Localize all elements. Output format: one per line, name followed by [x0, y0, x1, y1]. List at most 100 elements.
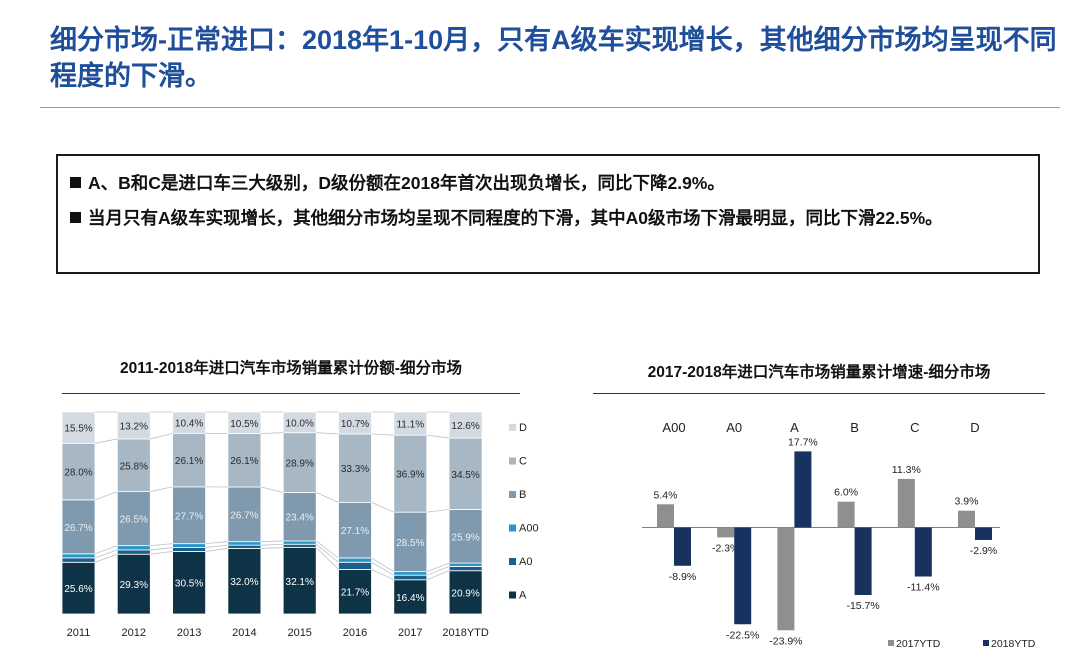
legend-label-2017ytd: 2017YTD [896, 638, 941, 650]
share-chart-title: 2011-2018年进口汽车市场销量累计份额-细分市场 [120, 360, 462, 377]
data-label-a-2011: 25.6% [64, 584, 92, 595]
share-stacked-bar-chart: 25.6% 26.7% 28.0% 15.5% 2011 29.3% 26.5% 25.8% 1… [61, 411, 539, 639]
connector-line [371, 569, 394, 581]
connector-line [150, 432, 173, 440]
bar-segment-a00-2015 [282, 540, 317, 545]
data-label-b-2016: 27.1% [341, 526, 369, 537]
data-label-2017ytd-a: -23.9% [769, 635, 802, 647]
bar-segment-c-2018ytd [448, 437, 483, 510]
bar-segment-d-2012 [116, 411, 151, 440]
bar-segment-d-2014 [227, 411, 262, 434]
connector-line [260, 540, 284, 543]
bar-segment-d-2016 [338, 411, 372, 435]
category-label-b: B [850, 420, 859, 435]
growth-bar-chart: A00 5.4% -8.9% A0 -2.3% -22.5% A -23.9% 17.7% B 6.… [642, 420, 1036, 650]
connector-line [94, 553, 118, 563]
data-label-d-2013: 10.4% [175, 419, 203, 430]
data-label-c-2014: 26.1% [230, 456, 258, 467]
category-label-d: D [970, 420, 979, 435]
data-label-d-2016: 10.7% [341, 419, 369, 430]
legend-label-a00: A00 [519, 523, 539, 535]
legend-label-a0: A0 [519, 556, 532, 568]
bar-2018ytd-c [914, 527, 932, 577]
x-tick-label-2018ytd: 2018YTD [442, 627, 489, 639]
bar-segment-c-2011 [61, 442, 96, 501]
data-label-b-2014: 26.7% [230, 510, 258, 521]
x-tick-label-2017: 2017 [398, 627, 422, 639]
connector-line [371, 501, 394, 513]
data-label-a-2014: 32.0% [230, 577, 258, 588]
data-label-2017ytd-c: 11.3% [892, 464, 921, 476]
connector-line [260, 547, 284, 549]
bar-segment-c-2012 [116, 438, 151, 492]
bar-2017ytd-d [958, 510, 975, 528]
data-label-2018ytd-d: -2.9% [970, 545, 997, 557]
bar-segment-a00-2011 [61, 553, 96, 559]
data-label-c-2017: 36.9% [396, 470, 424, 481]
connector-line [260, 486, 284, 493]
bar-segment-a0-2013 [172, 547, 207, 552]
connector-line [426, 562, 450, 573]
legend-swatch-2018ytd [983, 640, 989, 646]
title-divider [40, 107, 1060, 108]
data-label-a-2016: 21.7% [341, 588, 369, 599]
connector-line [316, 492, 339, 503]
summary-bullet-1: A、B和C是进口车三大级别，D级份额在2018年首次出现负增长，同比下降2.9%… [70, 166, 1026, 201]
legend-swatch-c [509, 457, 516, 465]
data-label-d-2018ytd: 12.6% [451, 421, 479, 432]
bar-segment-c-2014 [227, 433, 262, 488]
connector-line [150, 486, 173, 492]
bar-segment-c-2017 [393, 434, 428, 513]
x-tick-label-2015: 2015 [287, 627, 311, 639]
bar-segment-b-2013 [172, 486, 207, 545]
bar-segment-c-2013 [172, 432, 207, 488]
data-label-b-2018ytd: 25.9% [451, 532, 479, 543]
bar-2018ytd-a [794, 451, 812, 528]
bar-segment-d-2011 [61, 411, 96, 444]
bar-segment-b-2011 [61, 499, 96, 555]
connector-line [315, 543, 339, 563]
legend-swatch-2017ytd [888, 640, 894, 646]
data-label-d-2015: 10.0% [286, 418, 314, 429]
category-label-a0: A0 [726, 420, 742, 435]
bar-2018ytd-b [854, 527, 872, 596]
connector-line [205, 541, 228, 545]
bar-segment-a00-2013 [172, 543, 207, 548]
data-label-c-2012: 25.8% [120, 461, 148, 472]
bar-segment-b-2016 [338, 501, 372, 559]
page-title: 细分市场-正常进口：2018年1-10月，只有A级车实现增长，其他细分市场均呈现… [50, 25, 1057, 91]
connector-line [150, 543, 173, 547]
summary-bullet-2: 当月只有A级车实现增长，其他细分市场均呈现不同程度的下滑，其中A0级市场下滑最明… [70, 201, 1026, 236]
bar-2017ytd-a [777, 527, 795, 631]
connector-line [426, 566, 450, 576]
data-label-c-2011: 28.0% [64, 468, 92, 479]
connector-line [94, 438, 118, 444]
legend-label-c: C [519, 456, 527, 468]
data-label-2017ytd-b: 6.0% [834, 487, 858, 499]
bar-segment-d-2015 [282, 411, 317, 434]
data-label-2018ytd-c: -11.4% [907, 582, 940, 594]
bar-segment-a00-2018ytd [448, 562, 483, 567]
data-label-a-2013: 30.5% [175, 579, 203, 590]
legend-label-2018ytd: 2018YTD [991, 638, 1036, 650]
connector-line [371, 561, 395, 576]
square-bullet-icon [70, 212, 81, 223]
summary-box: A、B和C是进口车三大级别，D级份额在2018年首次出现负增长，同比下降2.9%… [56, 154, 1040, 274]
data-label-d-2017: 11.1% [396, 420, 424, 431]
connector-line [426, 509, 450, 513]
bar-segment-d-2017 [393, 411, 428, 436]
bar-segment-d-2013 [172, 411, 207, 434]
growth-chart-title-rule [593, 393, 1045, 394]
x-tick-label-2011: 2011 [67, 627, 91, 639]
bar-segment-a-2018ytd [448, 570, 483, 615]
connector-line [426, 434, 450, 439]
bar-2018ytd-a00 [674, 527, 691, 566]
data-label-b-2013: 27.7% [175, 511, 203, 522]
data-label-2018ytd-b: -15.7% [846, 600, 879, 612]
data-label-c-2015: 28.9% [286, 459, 314, 470]
square-bullet-icon [70, 177, 81, 188]
bar-segment-a00-2014 [227, 541, 262, 546]
legend-swatch-d [509, 424, 516, 431]
category-label-a: A [790, 420, 799, 435]
data-label-a-2017: 16.4% [396, 593, 424, 604]
